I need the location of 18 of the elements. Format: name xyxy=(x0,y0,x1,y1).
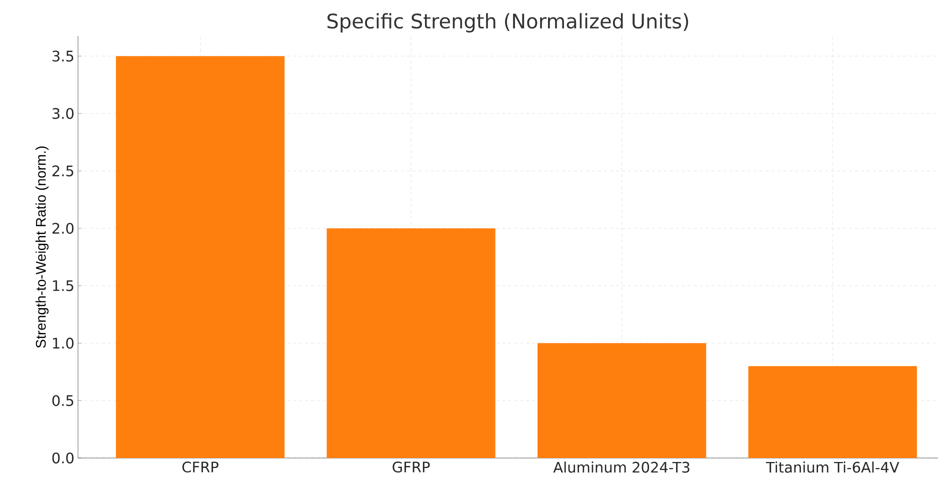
bar xyxy=(326,228,496,458)
y-tick-label: 1.5 xyxy=(53,280,74,292)
y-tick-label: 2.0 xyxy=(52,222,74,234)
bar xyxy=(538,343,706,458)
y-tick-label: 3.0 xyxy=(52,108,74,119)
bar xyxy=(116,56,285,458)
x-tick-label: GFRP xyxy=(392,462,430,472)
chart-title: Specific Strength (Normalized Units) xyxy=(328,13,688,32)
x-tick-label: Aluminum 2024-T3 xyxy=(553,462,690,473)
x-tick-label: Titanium Ti-6Al-4V xyxy=(766,462,900,473)
y-tick-label: 0.5 xyxy=(52,395,74,406)
y-tick-label: 1.0 xyxy=(53,338,74,349)
y-axis-title: Strength-to-Weight Ratio (norm.) xyxy=(36,146,49,348)
y-tick-label: 2.5 xyxy=(52,165,74,176)
bar xyxy=(748,366,917,458)
y-tick-label: 3.5 xyxy=(52,50,74,62)
x-tick-label: CFRP xyxy=(182,462,218,472)
y-tick-label: 0.0 xyxy=(52,452,74,464)
